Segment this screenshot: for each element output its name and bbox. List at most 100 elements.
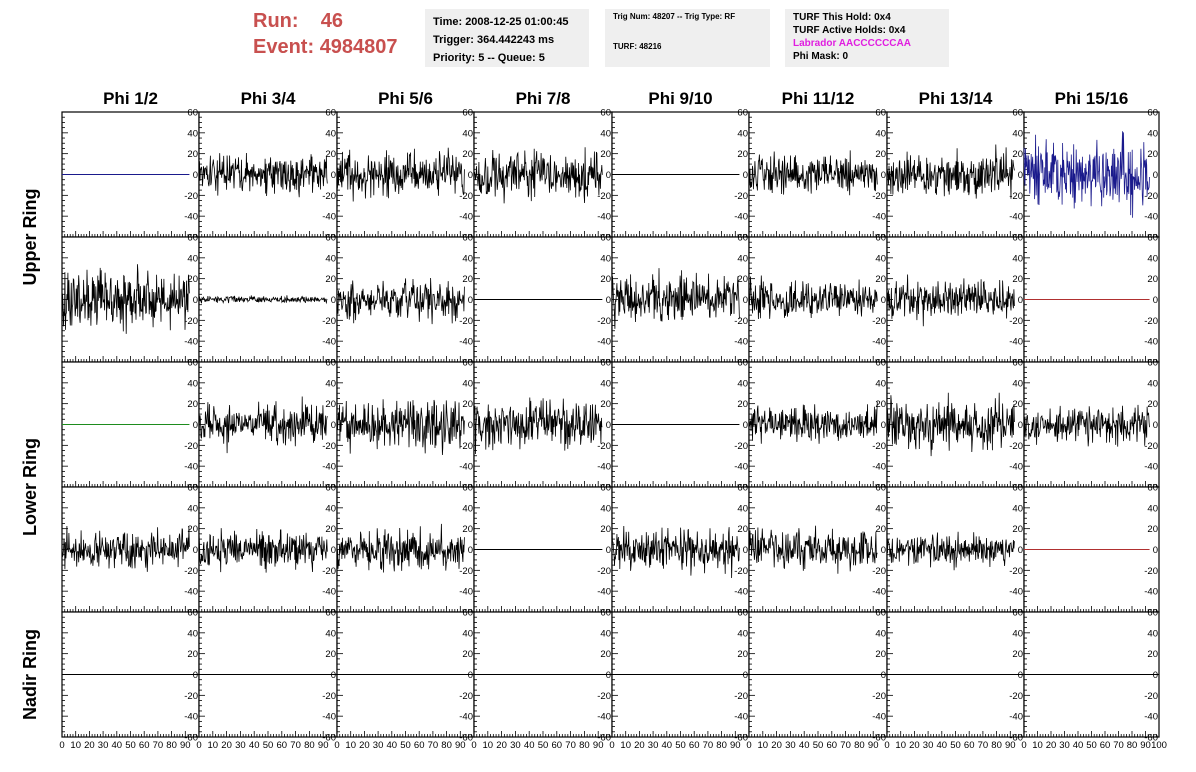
y-tick-label: -20 bbox=[734, 691, 748, 702]
y-tick-label: 0 bbox=[606, 295, 611, 306]
ring-label: Nadir Ring bbox=[20, 629, 40, 720]
x-tick-label: 20 bbox=[1046, 740, 1057, 751]
y-tick-label: 0 bbox=[331, 420, 336, 431]
y-tick-label: 0 bbox=[743, 420, 748, 431]
y-tick-label: 60 bbox=[1012, 358, 1023, 369]
y-tick-label: -20 bbox=[734, 316, 748, 327]
y-tick-label: 60 bbox=[875, 358, 886, 369]
y-tick-label: -20 bbox=[1009, 691, 1023, 702]
y-tick-label: 40 bbox=[1147, 503, 1158, 514]
y-tick-label: -20 bbox=[1144, 316, 1158, 327]
waveform-trace bbox=[886, 274, 1015, 327]
y-tick-label: -40 bbox=[459, 587, 473, 598]
x-tick-label: 90 bbox=[593, 740, 604, 751]
y-tick-label: 0 bbox=[468, 420, 473, 431]
waveform-trace bbox=[748, 275, 878, 320]
y-tick-label: -20 bbox=[597, 441, 611, 452]
event-value: 4984807 bbox=[319, 36, 398, 58]
y-tick-label: -40 bbox=[184, 712, 198, 723]
y-tick-label: -40 bbox=[459, 462, 473, 473]
y-tick-label: 0 bbox=[606, 545, 611, 556]
y-tick-label: 40 bbox=[1147, 628, 1158, 639]
y-tick-label: 60 bbox=[600, 233, 611, 244]
y-tick-label: 20 bbox=[462, 149, 473, 160]
y-tick-label: -60 bbox=[872, 733, 886, 744]
y-tick-label: 40 bbox=[1012, 253, 1023, 264]
x-tick-label: 10 bbox=[483, 740, 494, 751]
x-tick-label: 30 bbox=[1059, 740, 1070, 751]
y-tick-label: 0 bbox=[193, 420, 198, 431]
x-tick-label: 60 bbox=[139, 740, 150, 751]
x-tick-label: 80 bbox=[579, 740, 590, 751]
y-tick-label: -20 bbox=[184, 566, 198, 577]
waveform-trace bbox=[748, 401, 878, 444]
event-label: Event: bbox=[253, 36, 315, 58]
y-tick-label: 40 bbox=[1012, 628, 1023, 639]
y-tick-label: 40 bbox=[600, 503, 611, 514]
x-tick-label: 20 bbox=[221, 740, 232, 751]
x-tick-label: 10 bbox=[1032, 740, 1043, 751]
y-tick-label: -20 bbox=[597, 566, 611, 577]
y-tick-label: 0 bbox=[468, 545, 473, 556]
y-tick-label: -40 bbox=[597, 212, 611, 223]
column-header: Phi 13/14 bbox=[919, 89, 993, 108]
y-tick-label: -40 bbox=[597, 712, 611, 723]
y-tick-label: 60 bbox=[737, 608, 748, 619]
y-tick-label: 60 bbox=[875, 608, 886, 619]
y-tick-label: 20 bbox=[325, 524, 336, 535]
column-header: Phi 11/12 bbox=[782, 89, 855, 108]
y-tick-label: 0 bbox=[468, 670, 473, 681]
x-tick-label: 60 bbox=[689, 740, 700, 751]
y-tick-label: 0 bbox=[881, 170, 886, 181]
waveform-trace bbox=[1023, 131, 1150, 218]
waveform-trace bbox=[198, 396, 328, 454]
x-tick-label: 50 bbox=[538, 740, 549, 751]
trig-num-text: Trig Num: 48207 -- Trig Type: RF bbox=[613, 12, 736, 21]
y-tick-label: 20 bbox=[1012, 149, 1023, 160]
y-tick-label: 60 bbox=[600, 608, 611, 619]
x-tick-label: 50 bbox=[950, 740, 961, 751]
y-tick-label: -40 bbox=[1144, 337, 1158, 348]
y-tick-label: -40 bbox=[322, 212, 336, 223]
y-tick-label: 60 bbox=[737, 233, 748, 244]
y-tick-label: -20 bbox=[1009, 316, 1023, 327]
y-tick-label: -40 bbox=[1009, 337, 1023, 348]
x-tick-label: 20 bbox=[771, 740, 782, 751]
x-tick-label: 60 bbox=[964, 740, 975, 751]
y-tick-label: 0 bbox=[193, 545, 198, 556]
y-tick-label: 20 bbox=[875, 399, 886, 410]
y-tick-label: -40 bbox=[734, 337, 748, 348]
run-label: Run: bbox=[253, 10, 299, 32]
column-header: Phi 15/16 bbox=[1055, 89, 1129, 108]
y-tick-label: 60 bbox=[600, 108, 611, 119]
x-tick-label: 70 bbox=[428, 740, 439, 751]
y-tick-label: 20 bbox=[1147, 649, 1158, 660]
y-tick-label: -40 bbox=[322, 712, 336, 723]
y-tick-label: 20 bbox=[187, 149, 198, 160]
y-tick-label: 0 bbox=[743, 545, 748, 556]
x-tick-label: 0 bbox=[59, 740, 64, 751]
x-tick-label: 30 bbox=[923, 740, 934, 751]
y-tick-label: 40 bbox=[600, 628, 611, 639]
y-tick-label: -20 bbox=[184, 691, 198, 702]
waveform-trace bbox=[336, 277, 465, 325]
y-tick-label: 40 bbox=[462, 128, 473, 139]
y-tick-label: 60 bbox=[1147, 233, 1158, 244]
y-tick-label: 0 bbox=[193, 170, 198, 181]
y-tick-label: 20 bbox=[737, 274, 748, 285]
y-tick-label: 60 bbox=[1012, 233, 1023, 244]
waveform-trace bbox=[611, 268, 740, 329]
turf-this-hold-text: TURF This Hold: 0x4 bbox=[793, 12, 891, 23]
y-tick-label: 20 bbox=[325, 399, 336, 410]
y-tick-label: -20 bbox=[734, 566, 748, 577]
y-tick-label: 60 bbox=[875, 233, 886, 244]
x-tick-label: 20 bbox=[909, 740, 920, 751]
y-tick-label: 60 bbox=[1012, 608, 1023, 619]
y-tick-label: 40 bbox=[325, 128, 336, 139]
y-tick-label: 0 bbox=[193, 670, 198, 681]
x-tick-label: 10 bbox=[70, 740, 81, 751]
y-tick-label: 40 bbox=[1012, 378, 1023, 389]
y-tick-label: 60 bbox=[187, 108, 198, 119]
y-tick-label: 60 bbox=[1012, 483, 1023, 494]
y-tick-label: 20 bbox=[462, 274, 473, 285]
